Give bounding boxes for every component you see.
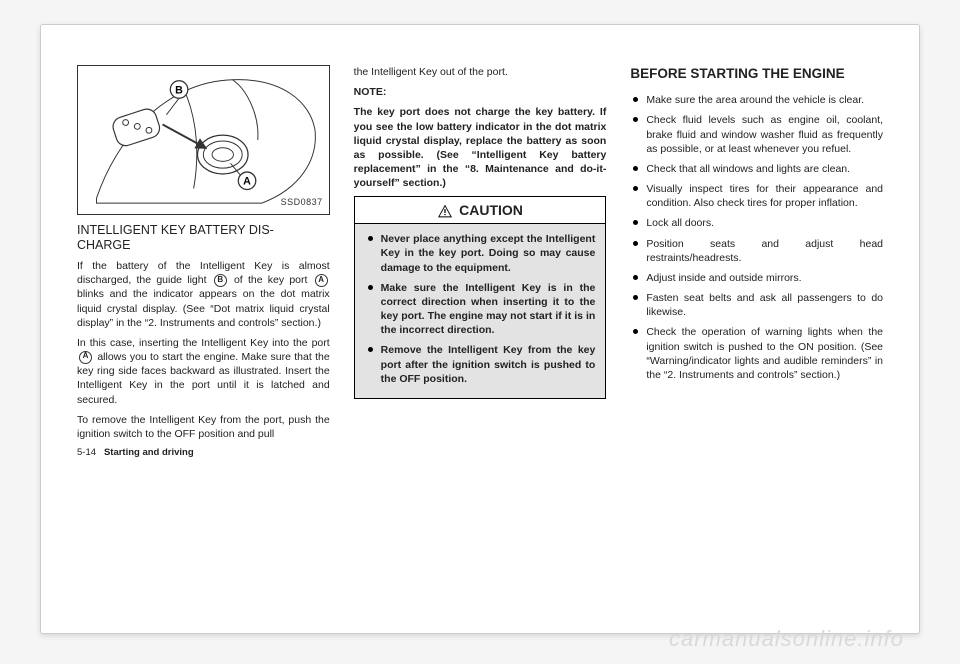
- list-item: Visually inspect tires for their appeara…: [630, 182, 883, 210]
- col2-continued: the Intelligent Key out of the port.: [354, 65, 607, 79]
- col1-para3: To remove the Intelligent Key from the p…: [77, 413, 330, 441]
- circle-a-icon: A: [315, 274, 328, 287]
- caution-body: Never place anything except the Intellig…: [355, 224, 606, 398]
- list-item: Position seats and adjust head restraint…: [630, 237, 883, 265]
- columns-wrap: B A SSD0837 INTELLIGENT KEY BATTERY DIS-…: [77, 65, 883, 611]
- caution-item: Never place anything except the Intellig…: [365, 232, 596, 275]
- list-item: Make sure the area around the vehicle is…: [630, 93, 883, 107]
- col1-subhead: INTELLIGENT KEY BATTERY DIS-CHARGE: [77, 223, 330, 253]
- figure-id: SSD0837: [281, 196, 323, 208]
- col1-p2b: allows you to start the engine. Make sur…: [77, 351, 330, 406]
- caution-item: Remove the Intelligent Key from the key …: [365, 343, 596, 386]
- figure-label-b: B: [175, 84, 183, 96]
- column-1: B A SSD0837 INTELLIGENT KEY BATTERY DIS-…: [77, 65, 330, 611]
- col1-p1c: blinks and the indicator appears on the …: [77, 288, 330, 328]
- circle-b-icon: B: [214, 274, 227, 287]
- manual-page: B A SSD0837 INTELLIGENT KEY BATTERY DIS-…: [40, 24, 920, 634]
- section-heading: BEFORE STARTING THE ENGINE: [630, 65, 883, 83]
- page-footer: 5-14 Starting and driving: [77, 447, 330, 460]
- note-body: The key port does not charge the key bat…: [354, 105, 607, 190]
- warning-icon: [437, 204, 453, 218]
- footer-section-title: Starting and driving: [104, 447, 194, 458]
- list-item: Lock all doors.: [630, 216, 883, 230]
- column-2: the Intelligent Key out of the port. NOT…: [354, 65, 607, 611]
- list-item: Adjust inside and outside mirrors.: [630, 271, 883, 285]
- col1-p2a: In this case, inserting the Intelligent …: [77, 337, 330, 349]
- caution-heading: CAUTION: [355, 197, 606, 224]
- circle-a-icon-2: A: [79, 351, 92, 364]
- caution-list: Never place anything except the Intellig…: [365, 232, 596, 386]
- figure-label-a: A: [243, 176, 251, 188]
- list-item: Check that all windows and lights are cl…: [630, 162, 883, 176]
- caution-box: CAUTION Never place anything except the …: [354, 196, 607, 399]
- list-item: Check fluid levels such as engine oil, c…: [630, 113, 883, 156]
- col1-para2: In this case, inserting the Intelligent …: [77, 336, 330, 407]
- col1-para1: If the battery of the Intelligent Key is…: [77, 259, 330, 330]
- caution-label: CAUTION: [459, 201, 523, 220]
- footer-page-number: 5-14: [77, 447, 96, 458]
- caution-item: Make sure the Intelligent Key is in the …: [365, 281, 596, 338]
- key-port-illustration: B A: [84, 72, 323, 208]
- list-item: Fasten seat belts and ask all passengers…: [630, 291, 883, 319]
- note-label: NOTE:: [354, 85, 607, 99]
- before-start-list: Make sure the area around the vehicle is…: [630, 93, 883, 382]
- list-item: Check the operation of warning lights wh…: [630, 325, 883, 382]
- col1-p1b: of the key port: [234, 274, 313, 286]
- key-port-figure: B A SSD0837: [77, 65, 330, 215]
- column-3: BEFORE STARTING THE ENGINE Make sure the…: [630, 65, 883, 611]
